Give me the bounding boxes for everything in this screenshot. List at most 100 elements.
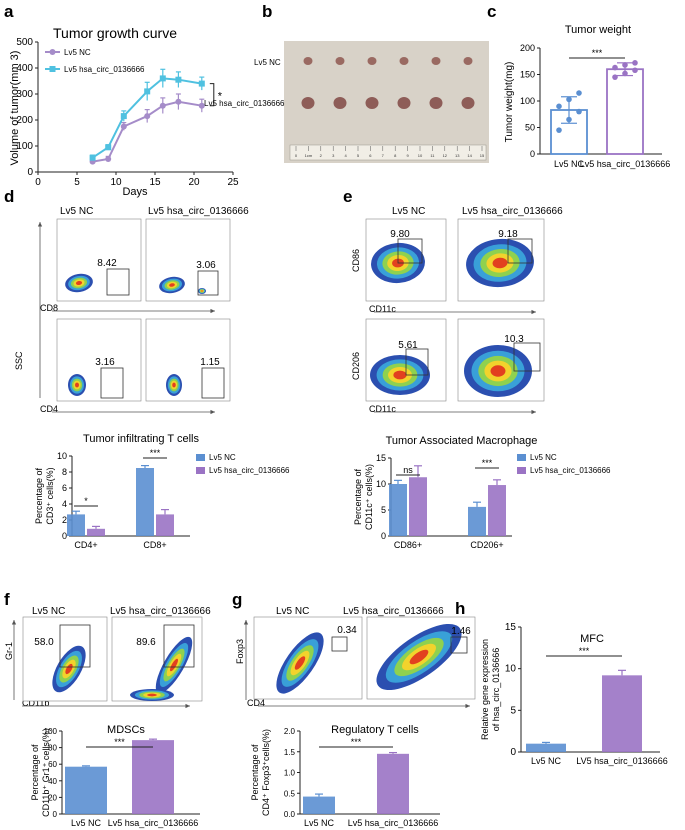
tumor-circ <box>397 97 411 109</box>
ruler-tick-label: 15 <box>480 153 485 158</box>
flow-gate-value: 89.6 <box>136 637 156 648</box>
significance-label: *** <box>351 737 362 747</box>
y-tick-label: 10 <box>505 664 517 675</box>
y-tick-label: 0 <box>530 149 535 159</box>
flow-gate <box>331 636 348 652</box>
x-tick-label: Lv5 hsa_circ_0136666 <box>108 818 199 828</box>
density-blob <box>169 658 179 672</box>
flow-gate <box>397 238 423 264</box>
density-blob <box>147 693 157 697</box>
bar <box>87 528 105 536</box>
y-axis-label-line: Percentage of <box>34 467 44 524</box>
significance-label: * <box>218 91 223 103</box>
bar <box>156 514 174 536</box>
flow-axis-arrow <box>37 222 43 227</box>
y-tick-label: 0 <box>62 531 67 541</box>
bar <box>468 506 486 536</box>
flow-gate-value: 3.06 <box>196 260 216 271</box>
flow-f-col1-label: Lv5 NC <box>32 606 65 617</box>
chart-title: Tumor weight <box>565 24 631 36</box>
density-blob <box>409 649 429 665</box>
y-tick-label: 100 <box>44 727 58 736</box>
flow-plot: 3.16 <box>56 318 142 402</box>
ruler-tick-label: 0 <box>295 153 298 158</box>
ruler-tick-label: 14 <box>467 153 472 158</box>
chart-tumor-growth: Tumor growth curve 0 5 10 15 20 25 0 100 200 300 40… <box>9 25 239 198</box>
legend-swatch-marker <box>49 66 56 72</box>
flow-e-col1-label: Lv5 NC <box>392 206 425 217</box>
data-point <box>612 64 618 71</box>
bar <box>303 796 335 814</box>
x-tick-label: 0 <box>35 177 41 188</box>
tumor-circ <box>365 97 379 109</box>
data-point <box>175 76 182 83</box>
x-tick-label: CD86+ <box>394 540 422 550</box>
y-tick-label: 400 <box>16 63 33 74</box>
flow-cytometry-plots: 8.42 3.06 3.16 1.15 9.80 9.18 5.61 10.3 58.0 89.6… <box>11 218 545 709</box>
flow-d-yaxis-label: SSC <box>14 351 24 370</box>
y-tick-label: 10 <box>376 479 386 489</box>
flow-e-row1-y: CD86 <box>351 249 361 272</box>
bar <box>65 766 107 814</box>
flow-axis-arrow <box>210 409 215 415</box>
legend-label: Lv5 hsa_circ_0136666 <box>209 466 290 475</box>
y-axis-label-line: Percentage of <box>353 468 363 525</box>
y-tick-label: 0.5 <box>284 789 296 798</box>
tumor-nc <box>367 57 377 65</box>
panel-label-a: a <box>4 2 14 21</box>
tumor-nc <box>335 57 345 65</box>
flow-plot: 1.15 <box>145 318 231 402</box>
y-tick-label: 1.0 <box>284 769 296 778</box>
data-point <box>566 116 572 123</box>
flow-gate-value: 1.15 <box>200 357 220 368</box>
flow-f-xaxis-label: CD11b <box>22 698 49 708</box>
flow-plot: 5.61 <box>365 318 447 402</box>
data-point <box>622 62 628 68</box>
bar <box>409 477 427 536</box>
flow-plot: 3.06 <box>145 218 231 302</box>
legend-swatch-marker <box>49 49 56 55</box>
density-blob <box>490 365 506 377</box>
x-tick-label: Lv5 NC <box>554 159 585 169</box>
bar <box>136 468 154 536</box>
y-tick-label: 5 <box>510 705 516 716</box>
legend-label: Lv5 hsa_circ_0136666 <box>64 65 145 74</box>
flow-axis-arrow <box>11 620 17 625</box>
density-blob <box>65 663 73 675</box>
panel-label-d: d <box>4 187 14 206</box>
flow-g-col2-label: Lv5 hsa_circ_0136666 <box>343 606 444 617</box>
chart-title: MFC <box>580 633 604 645</box>
y-tick-label: 50 <box>525 123 535 133</box>
x-tick-label: CD4+ <box>74 540 97 550</box>
flow-g-col1-label: Lv5 NC <box>276 606 309 617</box>
ruler-tick-label: 1cm <box>305 153 313 158</box>
bar <box>377 753 409 814</box>
y-axis-label: Percentage ofCD11b⁺ Gr1⁺ cells(%) <box>30 728 51 817</box>
x-tick-label: CD8+ <box>143 540 166 550</box>
significance-label: *** <box>150 448 161 458</box>
bar <box>488 485 506 536</box>
y-tick-label: 10 <box>57 451 67 461</box>
density-blob <box>393 370 407 380</box>
data-point <box>576 108 582 115</box>
density-blob <box>201 290 203 292</box>
flow-gate-value: 3.16 <box>95 357 115 368</box>
y-tick-label: 0 <box>27 167 33 178</box>
chart-title: Regulatory T cells <box>331 724 419 736</box>
y-tick-label: 0 <box>53 810 58 819</box>
tumor-nc <box>431 57 441 65</box>
flow-gate <box>450 636 468 654</box>
tumor-circ <box>301 97 315 109</box>
data-point <box>144 88 151 95</box>
flow-axis-arrow <box>185 703 190 709</box>
y-axis-label: Volume of tumor(mm 3) <box>9 51 21 166</box>
flow-plot: 58.0 <box>22 616 108 702</box>
flow-plot: 8.42 <box>56 218 142 302</box>
chart-tumor-weight: Tumor weight 0 50 100 150 200 Tumor weight(mg)… <box>504 24 670 169</box>
y-axis-label: Relative gene expressionof hsa_circ_0136… <box>480 639 501 740</box>
y-tick-label: 8 <box>62 467 67 477</box>
flow-plot: 9.80 <box>365 218 447 302</box>
